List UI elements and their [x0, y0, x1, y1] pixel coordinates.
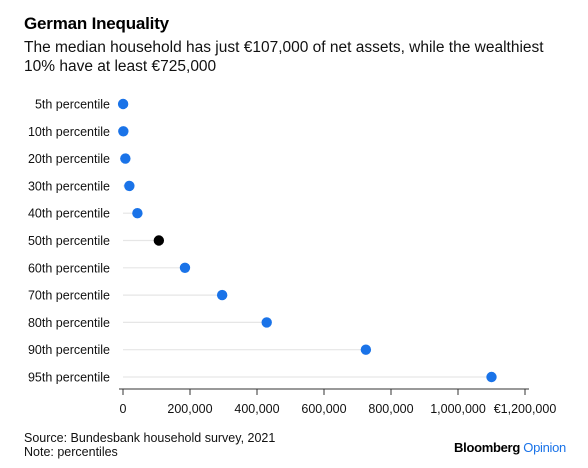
chart-subtitle: The median household has just €107,000 o…: [24, 39, 544, 75]
footer: Source: Bundesbank household survey, 202…: [24, 431, 275, 459]
category-label: 5th percentile: [35, 98, 110, 112]
brand-logo: Bloomberg Opinion: [454, 440, 566, 455]
data-point: [124, 180, 135, 192]
data-point: [132, 208, 143, 219]
chart-title: German Inequality: [24, 14, 169, 33]
brand-suffix: Opinion: [523, 440, 566, 455]
category-label: 40th percentile: [28, 207, 110, 221]
x-tick-label: 200,000: [167, 402, 212, 416]
data-point: [360, 344, 372, 355]
category-label: 10th percentile: [28, 125, 110, 139]
x-tick-label: 600,000: [301, 402, 346, 416]
category-label: 60th percentile: [28, 261, 110, 275]
category-label: 70th percentile: [28, 289, 110, 303]
x-tick-label: 1,000,000: [430, 402, 486, 416]
category-label: 50th percentile: [28, 234, 110, 248]
data-point: [120, 153, 131, 164]
percentile-note: Note: percentiles: [24, 445, 118, 459]
category-label: 95th percentile: [28, 371, 110, 385]
source-note: Source: Bundesbank household survey, 202…: [24, 431, 276, 445]
x-tick-label: 0: [120, 402, 127, 416]
data-point: [216, 289, 228, 301]
data-point: [261, 317, 272, 328]
data-point: [117, 98, 129, 110]
data-point: [179, 262, 191, 273]
category-label: 20th percentile: [28, 152, 110, 166]
data-point: [486, 371, 497, 383]
x-tick-label: €1,200,000: [494, 402, 557, 416]
data-point: [153, 235, 165, 246]
category-label: 30th percentile: [28, 179, 110, 193]
x-tick-label: 400,000: [234, 402, 279, 416]
brand-name: Bloomberg: [454, 440, 520, 455]
category-label: 80th percentile: [28, 316, 110, 330]
category-label: 90th percentile: [28, 343, 110, 357]
x-tick-label: 800,000: [368, 402, 413, 416]
data-point: [118, 126, 129, 137]
